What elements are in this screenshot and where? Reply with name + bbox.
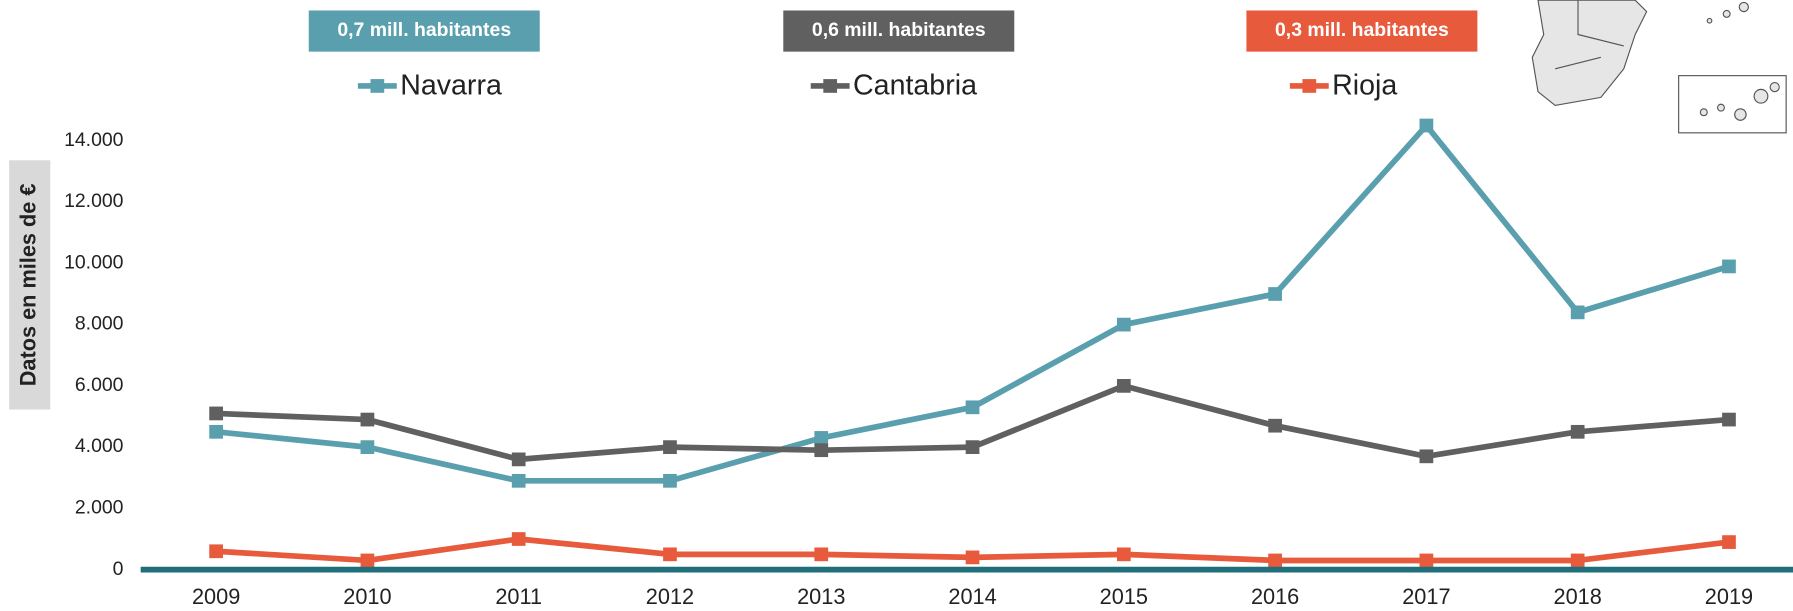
annotation-box [308, 10, 540, 52]
y-tick-label: 10.000 [64, 251, 124, 273]
x-tick-label: 2009 [192, 584, 240, 609]
x-tick-label: 2019 [1705, 584, 1753, 609]
legend-marker [1302, 79, 1317, 93]
y-tick-label: 8.000 [75, 313, 124, 335]
x-tick-label: 2014 [948, 584, 996, 609]
y-tick-label: 12.000 [64, 190, 124, 212]
annotation: 0,6 mill. habitantes [812, 19, 986, 41]
point [1419, 118, 1434, 133]
point [360, 553, 375, 568]
legend-marker [823, 79, 838, 93]
annotation-box [783, 10, 1015, 52]
point [814, 431, 829, 445]
point [209, 424, 223, 439]
point [965, 400, 980, 415]
y-tick-label: 0 [113, 558, 124, 580]
annotation: 0,7 mill. habitantes [337, 19, 511, 41]
y-tick-label: 14.000 [64, 129, 124, 151]
point [1116, 317, 1131, 332]
x-tick-label: 2015 [1100, 584, 1148, 609]
x-tick-label: 2012 [646, 584, 694, 609]
point [360, 440, 375, 454]
point [1268, 553, 1282, 568]
point [663, 473, 677, 488]
point [209, 406, 223, 421]
y-label-box [9, 160, 51, 410]
point [209, 544, 223, 559]
point [814, 547, 829, 562]
point [1722, 412, 1736, 427]
legend-label: Navarra [400, 70, 502, 102]
legend-label: Rioja [1332, 70, 1397, 102]
y-tick-label: 4.000 [75, 435, 124, 457]
point [511, 473, 526, 488]
y-axis-label: Datos en miles de € [15, 184, 40, 387]
series-line [215, 122, 1730, 484]
point [814, 443, 829, 458]
y-tick-label: 2.000 [75, 497, 124, 519]
point [511, 532, 526, 546]
point [1722, 259, 1736, 274]
x-tick-label: 2010 [343, 584, 391, 609]
point [1419, 449, 1434, 464]
y-tick-label: 6.000 [75, 374, 124, 396]
point [511, 452, 526, 467]
point [1268, 287, 1282, 301]
point [1570, 305, 1585, 320]
legend-label: Cantabria [853, 70, 977, 102]
annotation: 0,3 mill. habitantes [1275, 19, 1449, 41]
point [1570, 553, 1585, 568]
x-tick-label: 2018 [1554, 584, 1602, 609]
x-tick-label: 2013 [797, 584, 845, 609]
legend-marker [370, 79, 385, 93]
point [1722, 535, 1736, 549]
point [965, 550, 980, 565]
x-tick-label: 2011 [495, 584, 542, 609]
point [1570, 424, 1585, 439]
map-icon [1531, 0, 1787, 134]
x-tick-label: 2016 [1251, 584, 1299, 609]
point [663, 440, 677, 454]
point [1419, 553, 1434, 568]
point [1116, 379, 1131, 393]
point [965, 440, 980, 454]
point [360, 412, 375, 427]
point [663, 547, 677, 562]
point [1268, 418, 1282, 433]
point [1116, 547, 1131, 562]
x-tick-label: 2017 [1402, 584, 1450, 609]
annotation-box [1246, 10, 1478, 52]
